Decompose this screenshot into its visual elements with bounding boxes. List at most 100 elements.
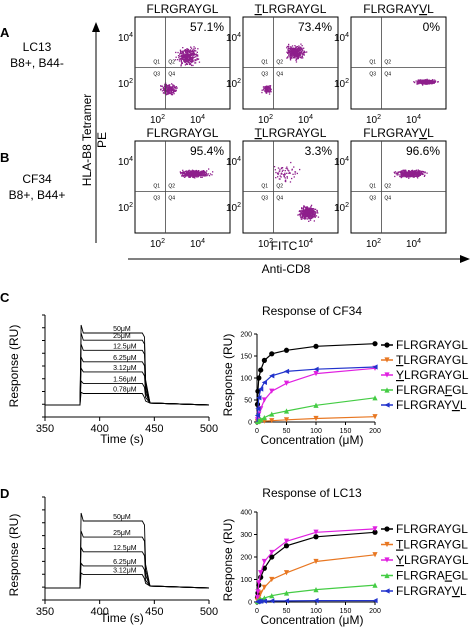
flow-event-dot — [430, 82, 432, 85]
flow-event-dot — [307, 206, 309, 209]
binding-lc13-xlabel: Concentration (μM) — [261, 613, 364, 627]
flow-event-dot — [169, 89, 171, 91]
panel-label-b: B — [0, 150, 9, 165]
data-point — [283, 347, 290, 353]
flow-event-dot — [434, 79, 436, 81]
flow-event-dot — [209, 173, 212, 175]
flow-event-dot — [204, 172, 206, 174]
flow-event-dot — [286, 168, 289, 170]
data-point — [261, 598, 267, 604]
flow-event-dot — [414, 173, 416, 175]
flow-event-dot — [424, 80, 426, 82]
flow-event-dot — [421, 82, 423, 84]
flow-event-dot — [175, 51, 177, 54]
flow-event-dot — [410, 170, 413, 172]
flow-event-dot — [192, 53, 194, 56]
flow-event-dot — [187, 52, 189, 54]
flow-event-dot — [314, 208, 317, 210]
flow-gate-label: Q1 — [153, 60, 160, 66]
flow-event-dot — [298, 210, 300, 213]
flow-event-dot — [289, 56, 291, 58]
legend-entry-label: FLRGRAYVL — [396, 584, 467, 598]
flow-event-dot — [180, 57, 182, 59]
flow-event-dot — [282, 169, 284, 171]
flow-event-dot — [185, 171, 187, 174]
flow-event-dot — [306, 212, 308, 214]
flow-event-dot — [183, 175, 185, 178]
flow-x-arrowhead — [460, 255, 470, 263]
chart-spr-lc13: Response (RU) Time (s) 350 400 450 500 50μM 2… — [7, 496, 218, 625]
spr-curve — [45, 572, 210, 589]
flow-event-dot — [170, 92, 172, 94]
flow-event-dot — [296, 46, 299, 48]
flow-event-dot — [194, 175, 196, 177]
flow-event-dot — [295, 56, 298, 58]
flow-y-tick-label: 104 — [226, 156, 241, 168]
binding-x-tick-label: 200 — [369, 608, 381, 615]
flow-event-dot — [190, 54, 192, 56]
flow-event-dot — [161, 90, 164, 92]
flow-event-dot — [278, 178, 280, 180]
binding-x-tick-label: 150 — [340, 428, 352, 435]
legend-entry-label: YLRGRAYGL — [396, 553, 469, 567]
flow-event-dot — [305, 208, 307, 210]
binding-series-line — [256, 528, 376, 603]
flow-event-dot — [184, 55, 186, 57]
data-point — [258, 598, 264, 604]
flow-event-dot — [407, 170, 409, 173]
flow-y-label: HLA-B8 Tetramer — [80, 94, 94, 186]
flow-event-dot — [197, 55, 199, 57]
spr-x-tick-label: 450 — [145, 423, 163, 435]
flow-x-tick-label: 104 — [298, 114, 313, 126]
flow-event-dot — [193, 52, 195, 54]
flow-event-dot — [162, 89, 165, 91]
flow-event-dot — [304, 215, 306, 218]
flow-event-dot — [403, 173, 405, 176]
flow-event-dot — [304, 206, 307, 208]
flow-event-dot — [193, 175, 195, 177]
flow-event-dot — [180, 60, 182, 62]
flow-event-dot — [287, 57, 289, 59]
binding-x-tick-label: 150 — [340, 608, 352, 615]
flow-event-dot — [182, 58, 184, 60]
flow-event-dot — [160, 89, 162, 91]
flow-event-dot — [165, 85, 167, 87]
flow-event-dot — [299, 49, 301, 52]
flow-event-dot — [313, 211, 316, 213]
flow-event-dot — [194, 172, 196, 175]
flow-event-dot — [192, 49, 194, 51]
flow-event-dot — [316, 209, 318, 212]
flow-event-dot — [425, 79, 427, 81]
binding-y-tick-label: 100 — [240, 376, 252, 383]
flow-event-dot — [410, 174, 412, 176]
flow-event-dot — [432, 80, 434, 83]
flow-event-dot — [190, 175, 192, 178]
spr-curve-label: 6.25μM — [113, 559, 137, 566]
flow-event-dot — [422, 173, 424, 175]
flow-event-dot — [265, 88, 267, 90]
flow-gate-label: Q4 — [276, 72, 283, 78]
flow-event-dot — [189, 176, 191, 178]
flow-y-tick-label: 104 — [118, 32, 133, 44]
flow-event-dot — [182, 173, 184, 175]
flow-event-dot — [202, 173, 204, 175]
flow-event-dot — [297, 47, 300, 50]
spr-curve-label: 50μM — [113, 326, 131, 333]
flow-event-dot — [422, 171, 425, 173]
flow-event-dot — [179, 49, 182, 51]
row-label-lc13-name: LC13 — [23, 40, 52, 54]
flow-event-dot — [300, 210, 302, 212]
binding-x-tick-label: 50 — [283, 608, 291, 615]
flow-event-dot — [299, 48, 301, 50]
flow-event-dot — [186, 63, 189, 65]
flow-event-dot — [191, 60, 194, 62]
flow-event-dot — [261, 89, 263, 91]
flow-x-tick-label: 104 — [190, 238, 205, 250]
flow-event-dot — [411, 175, 413, 177]
flow-event-dot — [400, 176, 402, 179]
flow-event-dot — [288, 45, 290, 47]
flow-event-dot — [188, 169, 190, 171]
binding-cf34-xlabel: Concentration (μM) — [261, 433, 364, 447]
spr-x-tick-label: 500 — [200, 423, 218, 435]
flow-peptide-label: FLRGRAYGL — [147, 126, 219, 140]
